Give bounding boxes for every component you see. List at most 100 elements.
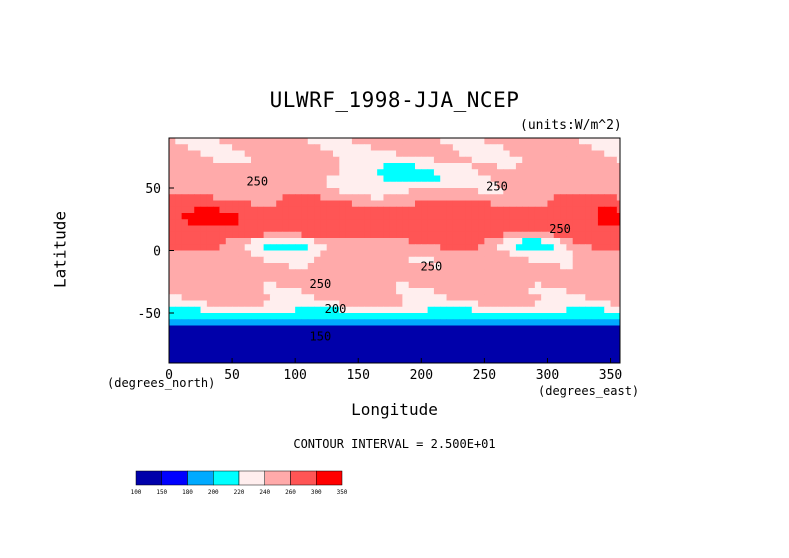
heatmap-cell xyxy=(597,269,605,276)
heatmap-cell xyxy=(433,156,441,164)
heatmap-cell xyxy=(572,300,580,308)
heatmap-cell xyxy=(301,256,309,264)
heatmap-cell xyxy=(257,156,265,164)
heatmap-cell xyxy=(591,200,599,208)
heatmap-cell xyxy=(402,350,410,358)
heatmap-cell xyxy=(263,175,271,183)
heatmap-cell xyxy=(181,231,189,239)
heatmap-cell xyxy=(560,313,567,320)
heatmap-cell xyxy=(490,175,498,183)
heatmap-cell xyxy=(604,181,612,189)
heatmap-cell xyxy=(484,219,492,226)
units-note: (units:W/m^2) xyxy=(520,118,622,133)
heatmap-cell xyxy=(490,213,498,220)
heatmap-cell xyxy=(301,356,309,363)
heatmap-cell xyxy=(276,306,284,314)
heatmap-cell xyxy=(345,188,353,195)
heatmap-cell xyxy=(269,263,277,270)
heatmap-cell xyxy=(547,194,555,201)
heatmap-cell xyxy=(465,344,473,351)
heatmap-cell xyxy=(484,319,492,326)
heatmap-cell xyxy=(515,306,523,314)
heatmap-cell xyxy=(459,200,466,208)
heatmap-cell xyxy=(377,225,384,233)
heatmap-cell xyxy=(402,356,410,363)
heatmap-cell xyxy=(396,319,403,326)
heatmap-cell xyxy=(257,200,265,208)
heatmap-cell xyxy=(295,150,302,158)
heatmap-cell xyxy=(358,338,366,345)
heatmap-cell xyxy=(276,319,284,326)
heatmap-cell xyxy=(597,225,605,233)
heatmap-cell xyxy=(478,325,485,333)
heatmap-cell xyxy=(560,338,567,345)
heatmap-cell xyxy=(370,238,378,245)
heatmap-cell xyxy=(307,294,315,301)
heatmap-cell xyxy=(351,138,359,145)
heatmap-cell xyxy=(351,294,359,301)
heatmap-cell xyxy=(560,281,567,289)
heatmap-cell xyxy=(566,344,574,351)
heatmap-cell xyxy=(415,231,422,239)
heatmap-cell xyxy=(616,150,620,158)
heatmap-cell xyxy=(604,238,612,245)
x-tick-label: 100 xyxy=(283,368,306,383)
heatmap-cell xyxy=(232,150,239,158)
heatmap-cell xyxy=(490,181,498,189)
x-unit-label: (degrees_east) xyxy=(538,384,640,398)
heatmap-cell xyxy=(219,325,227,333)
heatmap-cell xyxy=(579,219,586,226)
heatmap-cell xyxy=(320,244,328,251)
heatmap-cell xyxy=(383,331,391,339)
heatmap-cell xyxy=(541,306,548,314)
heatmap-cell xyxy=(553,200,561,208)
heatmap-cell xyxy=(383,256,391,264)
heatmap-cell xyxy=(402,313,410,320)
heatmap-cell xyxy=(383,319,391,326)
heatmap-cell xyxy=(446,300,454,308)
heatmap-cell xyxy=(566,306,574,314)
heatmap-cell xyxy=(326,250,334,258)
heatmap-cell xyxy=(225,344,233,351)
heatmap-cell xyxy=(326,225,334,233)
heatmap-cell xyxy=(515,269,523,276)
heatmap-cell xyxy=(585,344,593,351)
heatmap-cell xyxy=(307,200,315,208)
heatmap-cell xyxy=(497,331,504,339)
heatmap-cell xyxy=(547,188,555,195)
heatmap-cell xyxy=(169,200,176,208)
heatmap-cell xyxy=(358,150,366,158)
heatmap-cell xyxy=(408,194,416,201)
heatmap-cell xyxy=(478,188,485,195)
heatmap-cell xyxy=(490,238,498,245)
heatmap-cell xyxy=(213,256,220,264)
heatmap-cell xyxy=(187,319,195,326)
heatmap-cell xyxy=(471,281,479,289)
heatmap-cell xyxy=(383,275,391,283)
heatmap-cell xyxy=(320,231,328,239)
heatmap-cell xyxy=(295,200,302,208)
heatmap-cell xyxy=(389,281,397,289)
heatmap-cell xyxy=(484,231,492,239)
heatmap-cell xyxy=(579,194,586,201)
heatmap-cell xyxy=(585,238,593,245)
heatmap-cell xyxy=(244,163,252,170)
heatmap-cell xyxy=(169,294,176,301)
heatmap-cell xyxy=(225,206,233,214)
heatmap-cell xyxy=(288,281,296,289)
heatmap-cell xyxy=(364,356,372,363)
heatmap-cell xyxy=(471,313,479,320)
chart-title: ULWRF_1998-JJA_NCEP xyxy=(269,88,520,112)
heatmap-cell xyxy=(553,169,561,176)
heatmap-cell xyxy=(484,356,492,363)
heatmap-cell xyxy=(383,206,391,214)
heatmap-cell xyxy=(408,294,416,301)
heatmap-cell xyxy=(345,344,353,351)
heatmap-cell xyxy=(276,300,284,308)
heatmap-cell xyxy=(604,213,612,220)
heatmap-cell xyxy=(503,150,511,158)
heatmap-cell xyxy=(490,275,498,283)
heatmap-cell xyxy=(351,319,359,326)
heatmap-cell xyxy=(421,344,429,351)
heatmap-cell xyxy=(364,350,372,358)
